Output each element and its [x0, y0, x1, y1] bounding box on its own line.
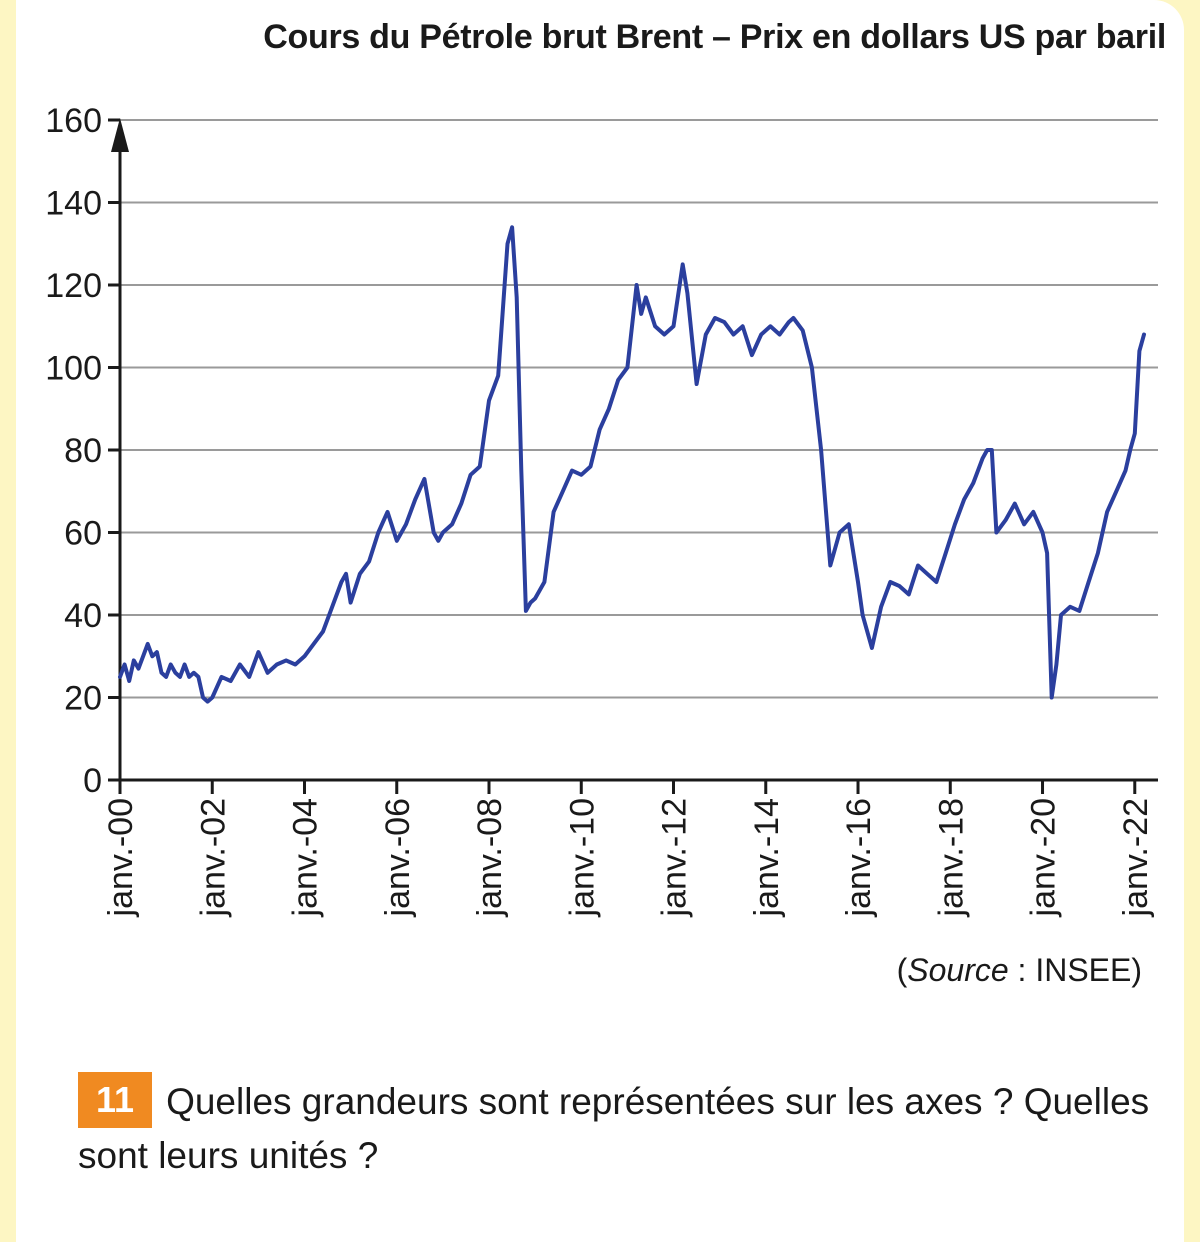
brent-price-chart: 0 20 40 60 80 100 120 140 160 janv.-00 janv.-02 jan… — [45, 102, 1158, 917]
xtick-label-janv.-02: janv.-02 — [194, 798, 232, 917]
ytick-label-40: 40 — [64, 597, 102, 635]
xtick-label-janv.-08: janv.-08 — [471, 798, 509, 917]
ytick-label-0: 0 — [83, 762, 102, 800]
source-note: (Source : INSEE) — [897, 952, 1142, 989]
question-number-badge: 11 — [78, 1072, 153, 1128]
series-line-brent — [118, 225, 1146, 704]
xtick-label-janv.-12: janv.-12 — [656, 798, 694, 917]
ytick-label-120: 120 — [45, 267, 102, 305]
ytick-label-20: 20 — [64, 680, 102, 718]
xtick-label-janv.-18: janv.-18 — [932, 798, 970, 917]
exercise-panel: Cours du Pétrole brut Brent – Prix en do… — [16, 0, 1184, 1242]
source-word: Source — [907, 952, 1009, 988]
xtick-label-janv.-06: janv.-06 — [379, 798, 417, 917]
xtick-label-janv.-14: janv.-14 — [748, 798, 786, 917]
question-block: 11 Quelles grandeurs sont représentées su… — [78, 1072, 1188, 1183]
ytick-label-140: 140 — [45, 185, 102, 223]
xtick-label-janv.-04: janv.-04 — [287, 798, 325, 917]
xtick-label-janv.-00: janv.-00 — [102, 798, 140, 917]
xtick-label-janv.-20: janv.-20 — [1025, 798, 1063, 917]
xtick-label-janv.-16: janv.-16 — [840, 798, 878, 917]
xtick-label-janv.-22: janv.-22 — [1117, 798, 1155, 917]
ytick-label-80: 80 — [64, 432, 102, 470]
question-text: Quelles grandeurs sont représentées sur … — [78, 1081, 1150, 1176]
ytick-label-100: 100 — [45, 350, 102, 388]
source-rest: : INSEE) — [1008, 952, 1142, 988]
source-open: ( — [896, 952, 908, 988]
chart-title: Cours du Pétrole brut Brent – Prix en do… — [263, 18, 1166, 56]
ytick-label-60: 60 — [64, 515, 102, 553]
y-axis-arrow — [111, 118, 129, 152]
xtick-label-janv.-10: janv.-10 — [563, 798, 601, 917]
ytick-label-160: 160 — [45, 102, 102, 140]
